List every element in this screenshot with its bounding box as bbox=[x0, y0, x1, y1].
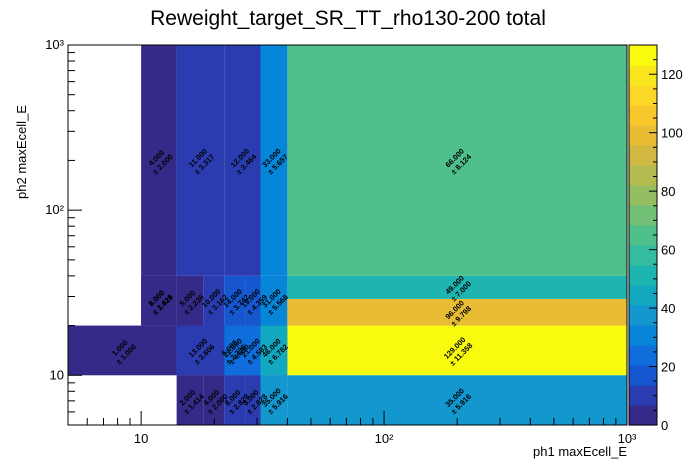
plot-frame bbox=[67, 44, 628, 426]
colorbar-tick-label: 120 bbox=[661, 67, 683, 82]
colorbar-segment bbox=[629, 385, 657, 406]
colorbar-tick-label: 0 bbox=[661, 418, 668, 433]
x-tick-label: 10² bbox=[375, 431, 394, 446]
colorbar-tick-label: 80 bbox=[661, 184, 675, 199]
heatmap-cell bbox=[245, 275, 261, 326]
colorbar-segment bbox=[629, 365, 657, 386]
y-tick-label: 10² bbox=[45, 202, 64, 217]
colorbar-segment bbox=[629, 265, 657, 286]
x-tick-label: 10³ bbox=[618, 431, 637, 446]
colorbar-segment bbox=[629, 85, 657, 106]
colorbar-tick-label: 60 bbox=[661, 243, 675, 258]
heatmap-cell bbox=[245, 375, 261, 425]
heatmap-cell bbox=[224, 375, 246, 425]
colorbar-segment bbox=[629, 45, 657, 66]
colorbar-tick-label: 20 bbox=[661, 360, 675, 375]
colorbar-segment bbox=[629, 405, 657, 426]
heatmap-cell bbox=[224, 275, 246, 326]
y-axis-ticks: 10 10² 10³ bbox=[45, 37, 82, 426]
heatmap-cell bbox=[260, 275, 288, 326]
heatmap-cell bbox=[203, 375, 225, 425]
colorbar-tick-label: 100 bbox=[661, 126, 683, 141]
colorbar-segment bbox=[629, 205, 657, 226]
heatmap-cell bbox=[141, 45, 177, 276]
colorbar-segment bbox=[629, 105, 657, 126]
colorbar-segment bbox=[629, 125, 657, 146]
heatmap-cell bbox=[287, 45, 627, 276]
heatmap-cell bbox=[287, 275, 627, 299]
heatmap-cell bbox=[224, 45, 261, 276]
color-scale-bar: 0 20 40 60 80 100 120 bbox=[628, 44, 683, 433]
x-axis-ticks: 10 10² 10³ bbox=[67, 411, 637, 446]
colorbar-tick-label: 40 bbox=[661, 301, 675, 316]
y-tick-label: 10 bbox=[50, 367, 64, 382]
heatmap-cell bbox=[141, 275, 177, 326]
heatmap-cell bbox=[245, 325, 261, 376]
heatmap-cell bbox=[176, 275, 204, 326]
chart-title: Reweight_target_SR_TT_rho130-200 total bbox=[150, 7, 546, 30]
heatmap-cell bbox=[176, 325, 225, 376]
colorbar-segment bbox=[629, 145, 657, 166]
heatmap-cell bbox=[203, 275, 225, 326]
heatmap-cell bbox=[287, 298, 627, 326]
heatmap-cell bbox=[260, 325, 288, 376]
colorbar-segment bbox=[629, 245, 657, 266]
colorbar-segment bbox=[629, 285, 657, 306]
colorbar-segment bbox=[629, 345, 657, 366]
heatmap-cell bbox=[287, 375, 627, 425]
heatmap-cell bbox=[68, 325, 177, 376]
heatmap-cell bbox=[176, 375, 204, 425]
colorbar-segment bbox=[629, 225, 657, 246]
heatmap-cell bbox=[287, 325, 627, 376]
colorbar-segment bbox=[629, 185, 657, 206]
colorbar-segment bbox=[629, 325, 657, 346]
colorbar-segment bbox=[629, 165, 657, 186]
colorbar-segment bbox=[629, 65, 657, 86]
heatmap-cell bbox=[260, 375, 288, 425]
y-axis-label: ph2 maxEcell_E bbox=[14, 105, 29, 199]
x-axis-label: ph1 maxEcell_E bbox=[533, 444, 627, 459]
heatmap-cell bbox=[260, 45, 288, 276]
heatmap-cell bbox=[224, 325, 246, 376]
colorbar-segment bbox=[629, 305, 657, 326]
heatmap-cell bbox=[176, 45, 225, 276]
x-tick-label: 10 bbox=[134, 431, 148, 446]
y-tick-label: 10³ bbox=[45, 37, 64, 52]
heatmap-cells bbox=[68, 45, 627, 425]
